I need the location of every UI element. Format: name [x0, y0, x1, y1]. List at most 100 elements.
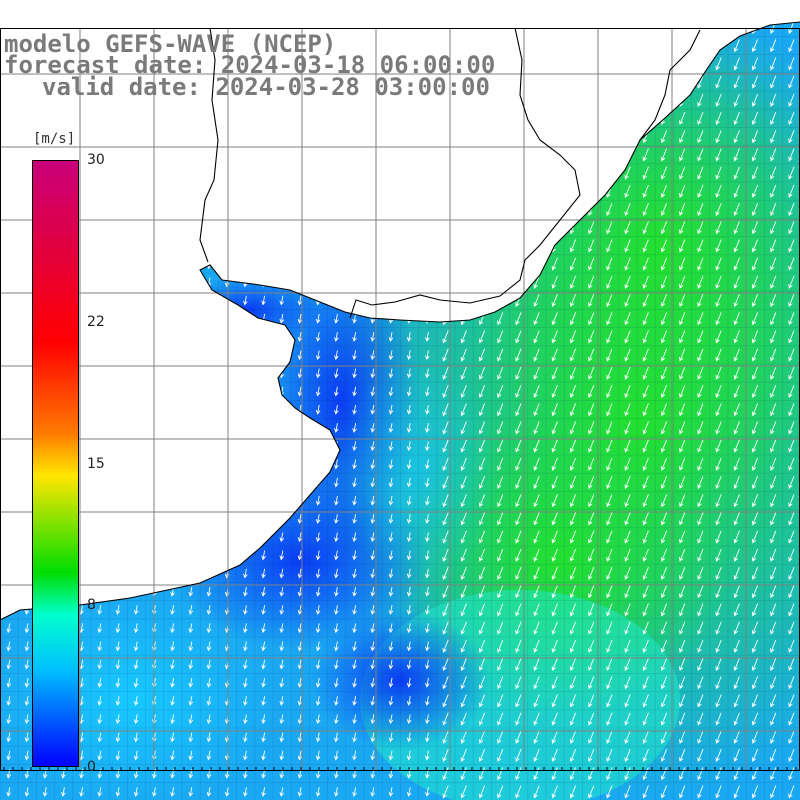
wind-arrow: [297, 222, 303, 233]
wind-arrow: [588, 603, 595, 617]
wind-arrow: [315, 241, 321, 251]
wind-arrow: [497, 403, 504, 417]
wind-arrow: [697, 785, 704, 799]
wind-arrow: [133, 659, 139, 670]
wind-arrow: [733, 548, 740, 562]
wind-arrow: [406, 368, 412, 379]
wind-arrow: [206, 696, 212, 706]
wind-arrow: [6, 586, 12, 597]
wind-arrow: [279, 623, 285, 634]
wind-arrow: [533, 257, 540, 271]
wind-arrow: [770, 348, 777, 362]
wind-arrow: [606, 203, 613, 217]
wind-arrow: [771, 3, 776, 15]
wind-arrow: [515, 184, 522, 198]
wind-arrow: [370, 586, 376, 597]
wind-arrow: [642, 203, 649, 217]
wind-arrow: [442, 257, 449, 271]
wind-arrow: [315, 586, 321, 597]
wind-arrow: [660, 785, 668, 799]
wind-arrow: [334, 532, 339, 543]
wind-arrow: [425, 441, 430, 452]
wind-arrow: [206, 241, 212, 251]
wind-arrow: [533, 603, 540, 617]
wind-arrow: [243, 204, 248, 215]
wind-arrow: [352, 22, 357, 33]
wind-arrow: [478, 39, 486, 53]
wind-arrow: [388, 441, 394, 452]
wind-arrow: [715, 130, 722, 144]
wind-arrow: [551, 57, 558, 71]
wind-arrow: [515, 385, 522, 399]
wind-arrow: [715, 93, 722, 107]
wind-arrow: [261, 568, 266, 579]
wind-arrow: [279, 423, 285, 433]
wind-arrow: [352, 696, 357, 706]
wind-arrow: [588, 330, 595, 344]
wind-arrow: [788, 257, 795, 271]
wind-arrow: [206, 386, 212, 397]
wind-arrow: [188, 696, 194, 706]
wind-arrow: [751, 767, 759, 781]
wind-arrow: [279, 514, 285, 524]
wind-arrow: [243, 186, 248, 197]
wind-arrow: [297, 241, 303, 251]
wind-arrow: [442, 348, 449, 362]
wind-arrow: [679, 512, 686, 526]
wind-arrow: [770, 421, 777, 435]
wind-arrow: [206, 204, 212, 215]
wind-arrow: [788, 184, 795, 198]
wind-arrow: [243, 423, 248, 433]
wind-arrow: [551, 785, 558, 799]
wind-arrow: [261, 113, 266, 124]
wind-arrow: [642, 294, 649, 308]
wind-arrow: [770, 476, 777, 490]
wind-arrow: [751, 639, 759, 653]
wind-arrow: [315, 495, 321, 506]
wind-arrow: [788, 548, 795, 562]
wind-arrow: [352, 259, 357, 270]
wind-arrow: [624, 730, 631, 744]
wind-arrow: [788, 348, 795, 362]
wind-arrow: [478, 148, 486, 162]
wind-arrow: [569, 257, 577, 271]
wind-arrow: [660, 257, 668, 271]
wind-arrow: [224, 495, 230, 506]
wind-arrow: [370, 641, 376, 652]
wind-arrow: [788, 476, 795, 490]
wind-arrow: [569, 148, 577, 162]
wind-arrow: [697, 257, 704, 271]
wind-arrow: [133, 641, 139, 652]
wind-arrow: [97, 550, 103, 561]
wind-arrow: [188, 313, 194, 324]
wind-arrow: [551, 275, 558, 289]
wind-arrow: [660, 130, 668, 144]
wind-arrow: [24, 186, 30, 197]
wind-arrow: [442, 421, 449, 435]
wind-arrow: [115, 332, 121, 342]
wind-arrow: [279, 696, 285, 706]
wind-arrow: [97, 787, 103, 797]
wind-arrow: [24, 787, 30, 797]
wind-arrow: [661, 3, 666, 15]
wind-arrow: [224, 459, 230, 470]
wind-arrow: [588, 676, 595, 690]
wind-arrow: [679, 312, 686, 326]
wind-arrow: [388, 732, 394, 743]
wind-arrow: [170, 441, 175, 452]
wind-arrow: [206, 404, 212, 415]
wind-arrow: [497, 603, 504, 617]
wind-arrow: [460, 457, 467, 471]
wind-arrow: [24, 659, 30, 670]
wind-arrow: [442, 494, 449, 508]
wind-arrow: [624, 530, 631, 544]
wind-arrow: [478, 203, 486, 217]
wind-arrow: [715, 457, 722, 471]
wind-arrow: [315, 787, 321, 797]
wind-arrow: [115, 277, 121, 288]
wind-arrow: [515, 439, 522, 453]
wind-arrow: [697, 148, 704, 162]
wind-arrow: [442, 22, 449, 35]
wind-arrow: [607, 3, 612, 15]
wind-arrow: [6, 605, 12, 615]
